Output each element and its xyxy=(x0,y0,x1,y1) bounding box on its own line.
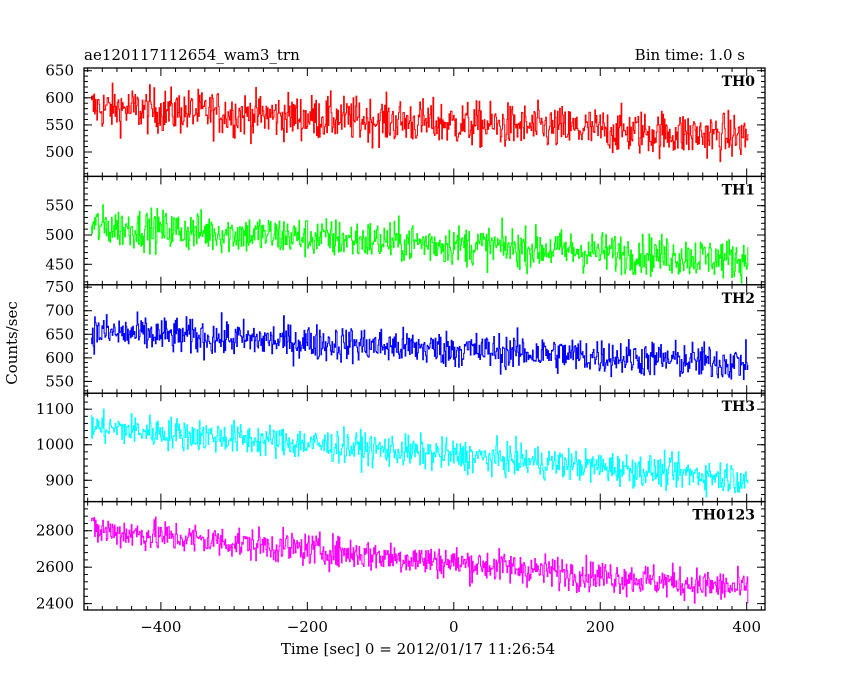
series-th0 xyxy=(91,82,749,163)
y-tick-label: 650 xyxy=(45,325,74,343)
x-axis: −400 −200 0 200 400 xyxy=(140,618,761,636)
series-th3 xyxy=(91,408,749,498)
panel-label: TH0 xyxy=(722,74,756,90)
y-tick-label: 900 xyxy=(45,471,74,489)
series-th2 xyxy=(91,311,749,380)
y-tick-label: 500 xyxy=(45,226,74,244)
x-tick-label: 200 xyxy=(586,618,615,636)
x-tick-label: −200 xyxy=(287,618,328,636)
panel-th0: 500 550 600 650 TH0 xyxy=(45,62,766,178)
x-axis-title: Time [sec] 0 = 2012/01/17 11:26:54 xyxy=(281,640,555,658)
series-th1 xyxy=(91,204,749,284)
panel-frame xyxy=(83,284,766,394)
panel-label: TH1 xyxy=(722,182,755,198)
y-tick-label: 550 xyxy=(45,372,74,390)
panel-label: TH2 xyxy=(722,291,755,307)
y-tick-label: 500 xyxy=(45,143,74,161)
y-tick-label: 2400 xyxy=(36,595,74,613)
panel-frame xyxy=(83,392,766,503)
y-axis-title: Counts/sec xyxy=(3,301,21,385)
panels-group: 500 550 600 650 TH0 450 500 550 TH1 550 600 650 700 7… xyxy=(36,62,766,613)
panel-th1: 450 500 550 TH1 xyxy=(45,175,766,286)
y-tick-label: 2800 xyxy=(36,522,74,540)
bin-time-label: Bin time: 1.0 s xyxy=(635,46,745,64)
x-tick-label: 400 xyxy=(732,618,761,636)
y-tick-label: 2600 xyxy=(36,558,74,576)
y-tick-label: 700 xyxy=(45,302,74,320)
series-th0123 xyxy=(91,516,749,604)
y-tick-label: 1000 xyxy=(36,436,74,454)
x-tick-label: −400 xyxy=(140,618,181,636)
y-tick-label: 750 xyxy=(45,278,74,296)
y-tick-label: 650 xyxy=(45,62,74,80)
panel-label: TH0123 xyxy=(692,508,755,524)
panel-th3: 900 1000 1100 TH3 xyxy=(36,392,766,503)
panel-th0123: 2400 2600 2800 TH0123 xyxy=(36,500,766,613)
chart-title: ae120117112654_wam3_trn xyxy=(84,46,300,64)
y-tick-label: 550 xyxy=(45,116,74,134)
y-tick-label: 600 xyxy=(45,89,74,107)
panel-th2: 550 600 650 700 750 TH2 xyxy=(45,278,766,394)
x-tick-label: 0 xyxy=(449,618,459,636)
y-tick-label: 550 xyxy=(45,197,74,215)
y-tick-label: 600 xyxy=(45,349,74,367)
panel-frame xyxy=(83,500,766,611)
y-tick-label: 450 xyxy=(45,255,74,273)
panel-label: TH3 xyxy=(722,399,755,415)
y-tick-label: 1100 xyxy=(36,400,74,418)
